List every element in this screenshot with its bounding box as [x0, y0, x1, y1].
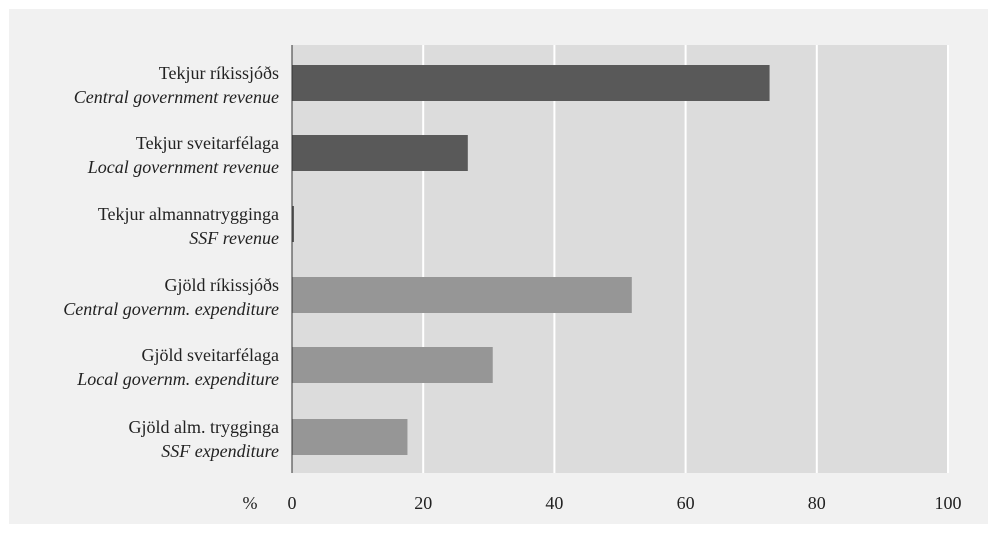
bar [292, 419, 408, 455]
x-tick-label: 40 [545, 493, 563, 513]
x-tick-label: 0 [288, 493, 297, 513]
bar [292, 277, 632, 313]
x-unit-label: % [243, 493, 258, 513]
category-label: Tekjur sveitarfélaga [136, 133, 279, 153]
category-label: Tekjur ríkissjóðs [159, 63, 279, 83]
bar [292, 65, 770, 101]
category-label: Gjöld sveitarfélaga [142, 345, 279, 365]
x-tick-label: 80 [808, 493, 826, 513]
bar [292, 206, 294, 242]
category-sublabel: Central government revenue [74, 87, 279, 107]
category-labels: Tekjur ríkissjóðs Central government reve… [63, 63, 279, 461]
bar [292, 347, 493, 383]
category-sublabel: SSF expenditure [161, 441, 279, 461]
x-tick-label: 20 [414, 493, 432, 513]
category-sublabel: Local governm. expenditure [76, 369, 279, 389]
category-sublabel: Central governm. expenditure [63, 299, 279, 319]
plot-area-background [292, 45, 948, 473]
gridlines [422, 45, 949, 473]
category-sublabel: SSF revenue [189, 228, 279, 248]
category-label: Tekjur almannatrygginga [98, 204, 279, 224]
bar [292, 135, 468, 171]
category-label: Gjöld alm. trygginga [129, 417, 279, 437]
category-sublabel: Local government revenue [87, 157, 279, 177]
x-tick-labels: 0 20 40 60 80 100 [288, 493, 962, 513]
bars [292, 65, 770, 455]
x-tick-label: 60 [677, 493, 695, 513]
category-label: Gjöld ríkissjóðs [164, 275, 279, 295]
x-tick-label: 100 [935, 493, 962, 513]
